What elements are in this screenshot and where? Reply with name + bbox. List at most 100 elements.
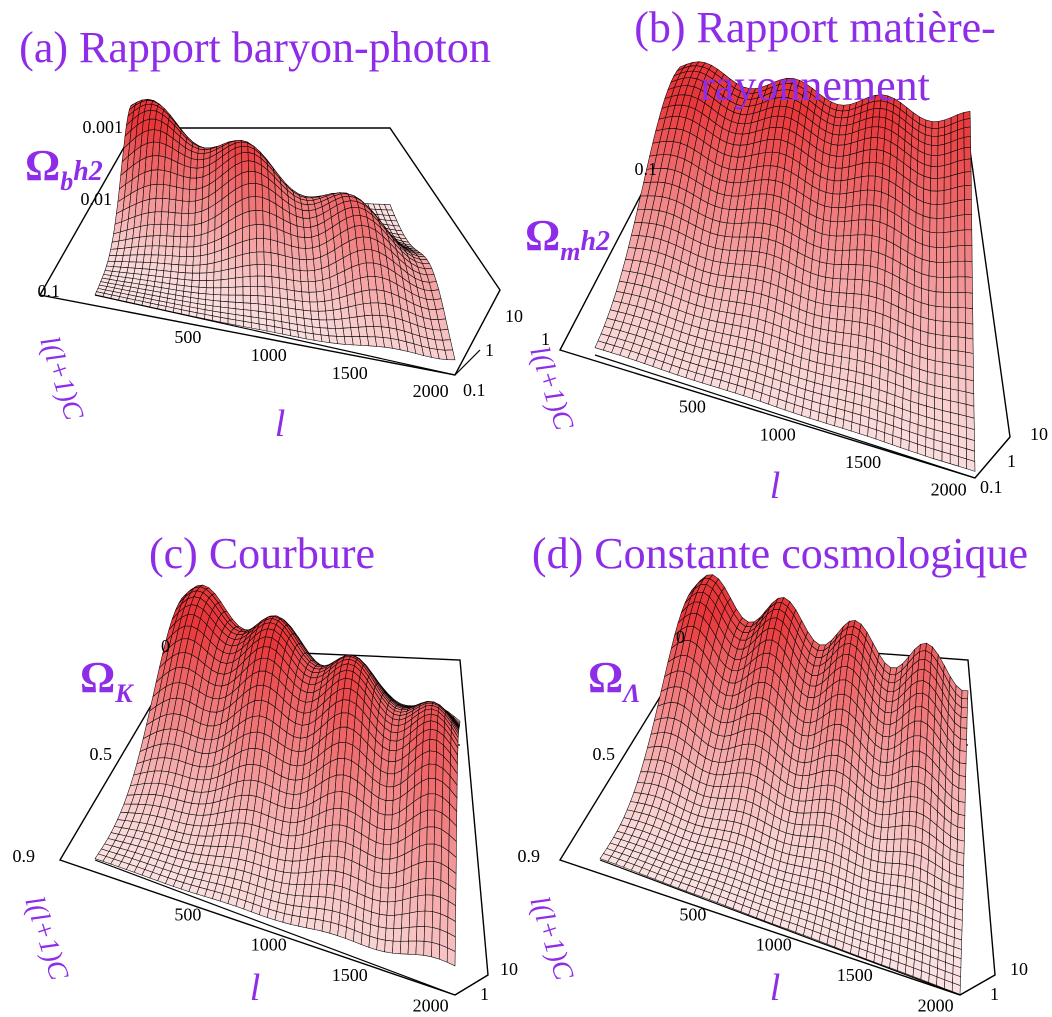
surface-cell	[382, 844, 391, 860]
surface-cell	[389, 841, 399, 860]
surface-cell	[325, 309, 335, 321]
surface-cell	[387, 761, 396, 775]
surface-cell	[150, 254, 159, 264]
surface-cell	[157, 155, 166, 171]
surface-cell	[906, 851, 915, 867]
surface-cell	[870, 250, 879, 269]
surface-cell	[242, 264, 251, 278]
surface-cell	[920, 316, 929, 334]
surface-cell	[920, 330, 929, 347]
surface-cell	[820, 316, 830, 331]
surface-cell	[228, 267, 236, 280]
surface-cell	[368, 935, 378, 951]
surface-cell	[162, 270, 172, 279]
surface-cell	[392, 927, 402, 942]
surface-cell	[956, 839, 965, 854]
surface-cell	[893, 838, 902, 852]
surface-cell	[227, 318, 237, 326]
surface-cell	[248, 160, 256, 172]
surface-cell	[848, 358, 858, 372]
surface-cell	[408, 911, 418, 928]
surface-cell	[138, 235, 147, 247]
surface-cell	[317, 310, 328, 321]
surface-cell	[849, 346, 859, 361]
surface-cell	[392, 940, 402, 955]
surface-cell	[907, 825, 917, 841]
surface-cell	[272, 287, 281, 299]
surface-cell	[174, 199, 183, 214]
surface-cell	[292, 269, 302, 282]
surface-cell	[143, 245, 153, 256]
surface-cell	[371, 898, 381, 915]
surface-cell	[957, 229, 966, 247]
surface-cell	[837, 292, 847, 308]
surface-cell	[851, 320, 861, 336]
surface-cell	[186, 235, 195, 248]
surface-cell	[388, 857, 398, 875]
surface-cell	[183, 165, 191, 179]
surface-cell	[148, 197, 157, 214]
surface-cell	[853, 176, 862, 193]
panel-title: (c) Courbure	[149, 529, 375, 578]
parameter-tick: 1	[541, 329, 550, 349]
surface-cell	[251, 322, 260, 330]
surface-cell	[856, 234, 866, 251]
l-axis-label: l	[770, 465, 781, 507]
surface-cell	[227, 301, 237, 310]
surface-cell	[408, 926, 418, 942]
surface-cell	[433, 843, 442, 864]
surface-cell	[174, 212, 183, 226]
surface-cell	[428, 763, 437, 779]
surface-cell	[250, 295, 259, 305]
surface-cell	[297, 236, 306, 249]
surface-cell	[314, 268, 323, 282]
surface-cell	[194, 198, 203, 214]
surface-cell	[867, 175, 876, 191]
surface-cell	[158, 235, 168, 247]
surface-cell	[924, 153, 932, 167]
surface-cell	[241, 196, 250, 215]
surface-cell	[863, 249, 872, 267]
surface-cell	[965, 322, 974, 340]
surface-cell	[876, 282, 885, 301]
surface-cell	[936, 262, 944, 278]
surface-cell	[835, 318, 845, 334]
surface-cell	[834, 331, 844, 346]
surface-cell	[871, 116, 880, 128]
surface-cell	[180, 225, 189, 237]
surface-cell	[839, 278, 848, 294]
surface-cell	[929, 231, 938, 248]
surface-cell	[262, 210, 271, 227]
surface-cell	[824, 276, 834, 293]
surface-cell	[964, 214, 973, 231]
surface-cell	[943, 202, 952, 219]
surface-cell	[256, 264, 265, 277]
surface-cell	[196, 167, 204, 179]
surface-cell	[249, 238, 258, 254]
surface-cell	[901, 810, 911, 826]
surface-cell	[384, 939, 394, 954]
surface-cell	[965, 391, 975, 407]
surface-cell	[324, 896, 334, 912]
surface-cell	[307, 281, 317, 293]
surface-cell	[836, 305, 846, 321]
surface-cell	[892, 851, 901, 864]
surface-cell	[960, 716, 968, 729]
surface-cell	[228, 277, 236, 288]
surface-cell	[241, 183, 250, 200]
surface-cell	[876, 137, 885, 152]
surface-cell	[294, 300, 304, 311]
surface-cell	[264, 275, 273, 288]
surface-cell	[868, 280, 878, 299]
surface-cell	[905, 750, 914, 769]
surface-cell	[937, 143, 945, 156]
surface-cell	[831, 278, 841, 293]
surface-cell	[322, 277, 332, 292]
surface-cell	[950, 276, 959, 293]
surface-cell	[957, 292, 966, 309]
parameter-subscript: b	[60, 167, 73, 196]
surface-cell	[957, 307, 966, 324]
surface-cell	[833, 343, 843, 358]
surface-cell	[876, 267, 886, 287]
